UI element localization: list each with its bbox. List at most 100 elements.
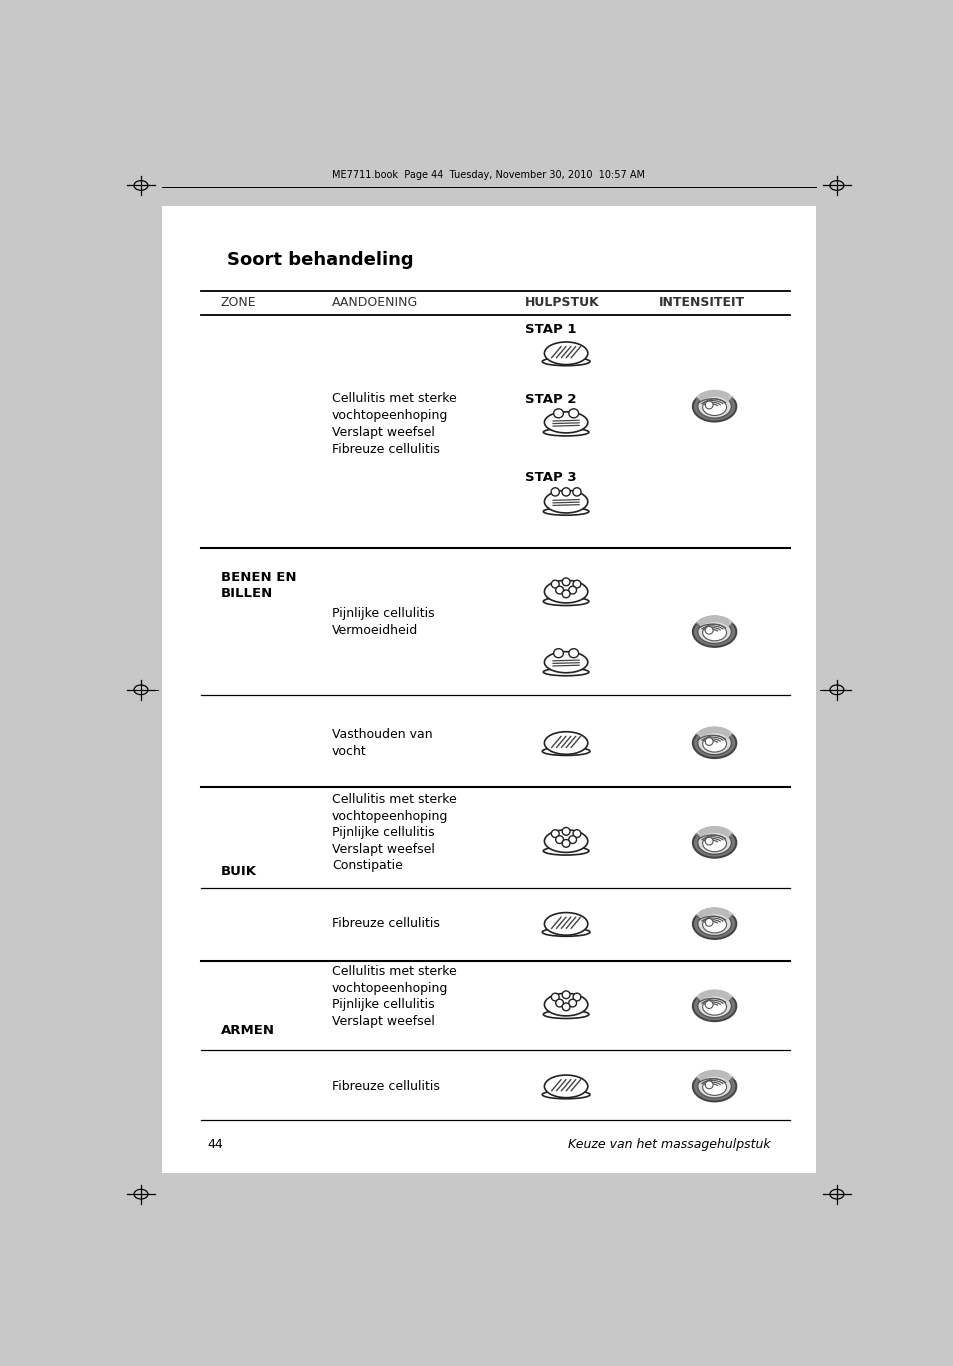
Ellipse shape [543, 508, 588, 515]
Circle shape [704, 738, 712, 746]
Text: STAP 3: STAP 3 [524, 470, 576, 484]
Circle shape [704, 1081, 712, 1089]
Ellipse shape [544, 912, 587, 936]
Ellipse shape [544, 581, 587, 602]
Circle shape [704, 402, 712, 408]
Text: Fibreuze cellulitis: Fibreuze cellulitis [332, 918, 439, 930]
Circle shape [551, 993, 558, 1001]
Circle shape [555, 586, 563, 594]
Ellipse shape [551, 488, 558, 496]
Circle shape [704, 837, 712, 846]
Ellipse shape [702, 399, 726, 415]
Circle shape [561, 1003, 569, 1011]
Text: Cellulitis met sterke
vochtopeenhoping
Pijnlijke cellulitis
Verslapt weefsel: Cellulitis met sterke vochtopeenhoping P… [332, 966, 456, 1027]
Circle shape [704, 627, 712, 634]
Circle shape [573, 993, 580, 1001]
FancyBboxPatch shape [162, 206, 815, 1173]
Ellipse shape [692, 908, 736, 938]
Text: min: min [690, 992, 700, 1001]
Ellipse shape [702, 735, 726, 753]
Ellipse shape [543, 668, 588, 676]
Ellipse shape [568, 649, 578, 657]
Ellipse shape [544, 732, 587, 754]
Circle shape [561, 578, 569, 586]
Ellipse shape [544, 490, 587, 514]
Circle shape [568, 836, 576, 843]
Text: INTENSITEIT: INTENSITEIT [659, 296, 744, 310]
Ellipse shape [702, 624, 726, 641]
Text: Cellulitis met sterke
vochtopeenhoping
Pijnlijke cellulitis
Verslapt weefsel
Con: Cellulitis met sterke vochtopeenhoping P… [332, 794, 456, 873]
Text: HULPSTUK: HULPSTUK [524, 296, 599, 310]
Circle shape [573, 829, 580, 837]
Ellipse shape [572, 488, 580, 496]
Ellipse shape [541, 928, 589, 936]
Ellipse shape [702, 835, 726, 851]
Text: max: max [726, 992, 739, 1001]
Text: AANDOENING: AANDOENING [332, 296, 417, 310]
Ellipse shape [702, 999, 726, 1015]
Text: ARMEN: ARMEN [220, 1023, 274, 1037]
Ellipse shape [541, 747, 589, 755]
Ellipse shape [697, 395, 731, 418]
Text: max: max [726, 828, 739, 839]
Text: STAP 2: STAP 2 [524, 393, 576, 406]
Ellipse shape [553, 649, 563, 657]
Ellipse shape [553, 408, 563, 418]
Ellipse shape [692, 990, 736, 1022]
Ellipse shape [697, 831, 731, 854]
Text: Vasthouden van
vocht: Vasthouden van vocht [332, 728, 432, 758]
Text: min: min [690, 729, 700, 738]
Text: max: max [726, 1072, 739, 1082]
Ellipse shape [702, 917, 726, 933]
Circle shape [704, 1001, 712, 1008]
Ellipse shape [697, 620, 731, 643]
Text: min: min [690, 910, 700, 919]
Circle shape [551, 581, 558, 587]
Text: max: max [726, 729, 739, 739]
Ellipse shape [692, 728, 736, 758]
Text: Cellulitis met sterke
vochtopeenhoping
Verslapt weefsel
Fibreuze cellulitis: Cellulitis met sterke vochtopeenhoping V… [332, 392, 456, 456]
Ellipse shape [697, 912, 731, 936]
Text: max: max [726, 617, 739, 627]
Text: Soort behandeling: Soort behandeling [227, 251, 414, 269]
Ellipse shape [543, 597, 588, 605]
Ellipse shape [561, 488, 570, 496]
Circle shape [568, 586, 576, 594]
Ellipse shape [697, 1075, 731, 1098]
Circle shape [561, 990, 569, 999]
Circle shape [561, 828, 569, 835]
Circle shape [561, 590, 569, 598]
Ellipse shape [692, 392, 736, 422]
Text: min: min [690, 617, 700, 627]
Ellipse shape [697, 994, 731, 1018]
Ellipse shape [692, 1071, 736, 1101]
Ellipse shape [543, 1011, 588, 1019]
Circle shape [555, 999, 563, 1007]
Ellipse shape [544, 1075, 587, 1098]
Ellipse shape [544, 411, 587, 433]
Circle shape [551, 829, 558, 837]
Text: max: max [726, 910, 739, 919]
Text: min: min [690, 829, 700, 837]
Ellipse shape [697, 731, 731, 754]
Text: ME7711.book  Page 44  Tuesday, November 30, 2010  10:57 AM: ME7711.book Page 44 Tuesday, November 30… [332, 171, 645, 180]
Circle shape [704, 918, 712, 926]
Circle shape [555, 836, 563, 843]
Text: STAP 1: STAP 1 [524, 322, 576, 336]
Ellipse shape [692, 828, 736, 858]
Text: ZONE: ZONE [220, 296, 256, 310]
Ellipse shape [543, 847, 588, 855]
Ellipse shape [541, 358, 589, 366]
Text: min: min [690, 1072, 700, 1082]
Text: Pijnlijke cellulitis
Vermoeidheid: Pijnlijke cellulitis Vermoeidheid [332, 607, 435, 637]
Text: min: min [690, 392, 700, 402]
Circle shape [573, 581, 580, 587]
Text: BENEN EN
BILLEN: BENEN EN BILLEN [220, 571, 296, 600]
Ellipse shape [544, 829, 587, 852]
Ellipse shape [568, 408, 578, 418]
Circle shape [561, 840, 569, 847]
Text: Keuze van het massagehulpstuk: Keuze van het massagehulpstuk [567, 1138, 769, 1152]
Ellipse shape [544, 342, 587, 365]
Ellipse shape [692, 616, 736, 647]
Ellipse shape [702, 1079, 726, 1096]
